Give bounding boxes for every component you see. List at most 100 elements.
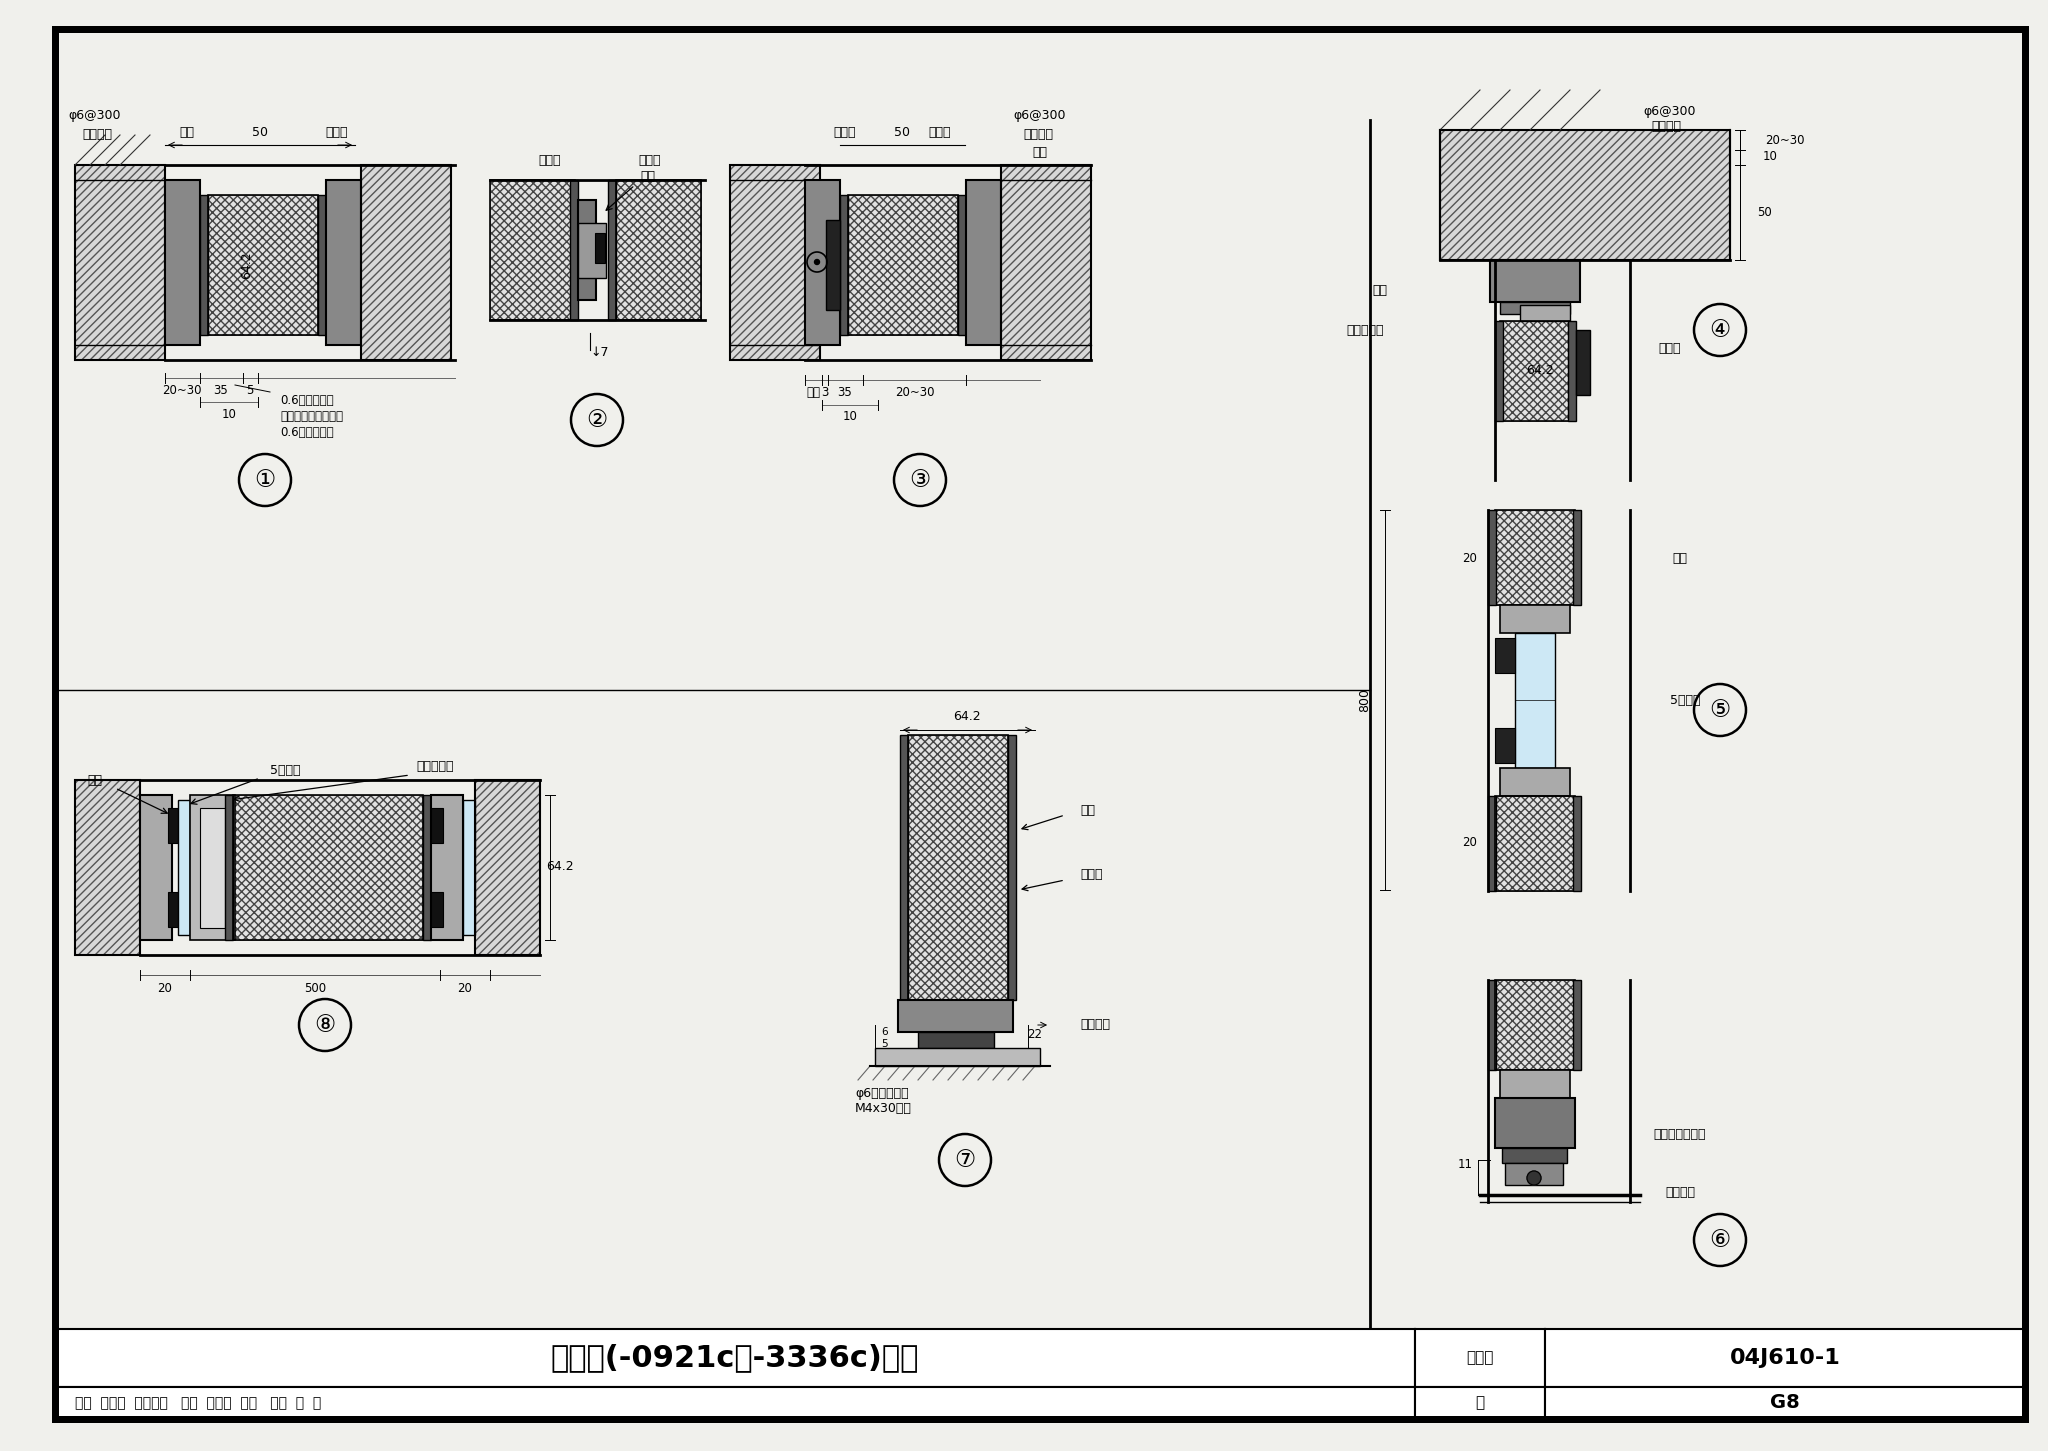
Text: 多孔材料由项目确定: 多孔材料由项目确定 — [281, 409, 342, 422]
Text: ④: ④ — [1710, 318, 1731, 342]
Text: 审核  王祖光  王ふれ光   校对  李正阳  木叶   设计  洪  森: 审核 王祖光 王ふれ光 校对 李正阳 木叶 设计 洪 森 — [76, 1396, 322, 1410]
Bar — [55, 1329, 2025, 1419]
Text: 室内标高: 室内标高 — [1665, 1187, 1696, 1200]
Bar — [840, 194, 848, 335]
Bar — [578, 223, 606, 279]
Bar — [616, 180, 700, 321]
Bar — [489, 180, 575, 321]
Text: 图集号: 图集号 — [1466, 1351, 1493, 1365]
Bar — [899, 736, 907, 1000]
Bar — [848, 194, 958, 335]
Bar — [907, 736, 1008, 1000]
Text: 0.6厚彩色钢板: 0.6厚彩色钢板 — [281, 393, 334, 406]
Bar — [1440, 131, 1731, 260]
Text: 20~30: 20~30 — [162, 385, 203, 398]
Bar — [326, 221, 340, 311]
Bar — [1573, 797, 1581, 891]
Text: 11: 11 — [1458, 1158, 1473, 1171]
Text: 3: 3 — [821, 386, 829, 399]
Bar — [1544, 1329, 2025, 1387]
Text: 35: 35 — [213, 385, 229, 398]
Bar — [848, 194, 958, 335]
Bar — [225, 795, 233, 940]
Bar — [55, 1329, 1415, 1387]
Bar — [424, 795, 430, 940]
Text: 室内标高: 室内标高 — [1079, 1017, 1110, 1030]
Bar — [897, 1000, 1014, 1032]
Text: 隔声门(-0921c～-3336c)详图: 隔声门(-0921c～-3336c)详图 — [551, 1344, 920, 1373]
Bar — [1489, 797, 1495, 891]
Text: G8: G8 — [1769, 1393, 1800, 1412]
Text: M4x30螺钉: M4x30螺钉 — [854, 1103, 911, 1116]
Bar — [1495, 797, 1575, 891]
Bar — [168, 892, 180, 927]
Bar — [475, 781, 541, 955]
Bar — [168, 808, 180, 843]
Bar — [55, 1387, 1415, 1419]
Bar — [729, 165, 819, 360]
Text: ①: ① — [254, 469, 276, 492]
Bar — [76, 781, 139, 955]
Bar — [1569, 321, 1577, 421]
Bar — [569, 180, 578, 321]
Text: 10: 10 — [221, 408, 236, 421]
Bar — [1499, 605, 1571, 633]
Bar — [1495, 321, 1503, 421]
Bar — [209, 194, 317, 335]
Bar — [1415, 1329, 1544, 1387]
Text: 5厚玻璃: 5厚玻璃 — [270, 763, 301, 776]
Bar — [596, 234, 604, 263]
Text: 门框: 门框 — [180, 126, 195, 139]
Bar — [139, 795, 172, 940]
Text: 现场焊接: 现场焊接 — [1024, 129, 1053, 142]
Text: φ6@300: φ6@300 — [1645, 106, 1696, 119]
Bar — [1495, 1098, 1575, 1148]
Bar — [1499, 321, 1571, 421]
Bar — [958, 194, 967, 335]
Text: 6
5: 6 5 — [883, 1027, 889, 1049]
Bar — [430, 892, 442, 927]
Bar — [209, 194, 317, 335]
Bar — [360, 165, 451, 360]
Text: 门下活动密封条: 门下活动密封条 — [1653, 1129, 1706, 1142]
Text: φ6塑料膨胀管: φ6塑料膨胀管 — [854, 1087, 909, 1100]
Bar — [475, 781, 541, 955]
Bar — [1415, 1387, 1544, 1419]
Bar — [1495, 979, 1575, 1069]
Bar — [1008, 736, 1016, 1000]
Text: 现场焊接: 现场焊接 — [1651, 120, 1681, 133]
Text: ⑧: ⑧ — [315, 1013, 336, 1037]
Text: 门框: 门框 — [1372, 283, 1386, 296]
Bar — [1001, 165, 1092, 360]
Text: 64.2: 64.2 — [240, 251, 254, 279]
Text: 现场焊接: 现场焊接 — [82, 129, 113, 142]
Text: 50: 50 — [1757, 206, 1772, 219]
Text: 800: 800 — [1358, 688, 1372, 712]
Bar — [1495, 728, 1516, 763]
Bar — [1516, 633, 1554, 768]
Bar — [1499, 321, 1571, 421]
Text: ⑤: ⑤ — [1710, 698, 1731, 723]
Text: 硅胶: 硅胶 — [1673, 551, 1688, 564]
Bar — [233, 795, 424, 940]
Bar — [874, 1048, 1040, 1066]
Bar — [430, 808, 442, 843]
Bar — [76, 165, 166, 360]
Bar — [326, 180, 360, 345]
Bar — [1495, 509, 1575, 605]
Bar — [76, 165, 166, 360]
Bar — [1520, 305, 1571, 321]
Text: 门槛: 门槛 — [1079, 804, 1096, 817]
Bar — [1544, 1387, 2025, 1419]
Bar — [166, 180, 201, 345]
Text: 35: 35 — [838, 386, 852, 399]
Text: 铝合金窗框: 铝合金窗框 — [1346, 324, 1384, 337]
Text: 20: 20 — [457, 981, 473, 994]
Bar — [918, 1032, 993, 1048]
Bar — [1491, 260, 1579, 302]
Text: 密封条: 密封条 — [1659, 341, 1681, 354]
Text: 密封条: 密封条 — [326, 126, 348, 139]
Text: 64.2: 64.2 — [1526, 364, 1554, 377]
Bar — [729, 165, 819, 360]
Bar — [463, 800, 475, 934]
